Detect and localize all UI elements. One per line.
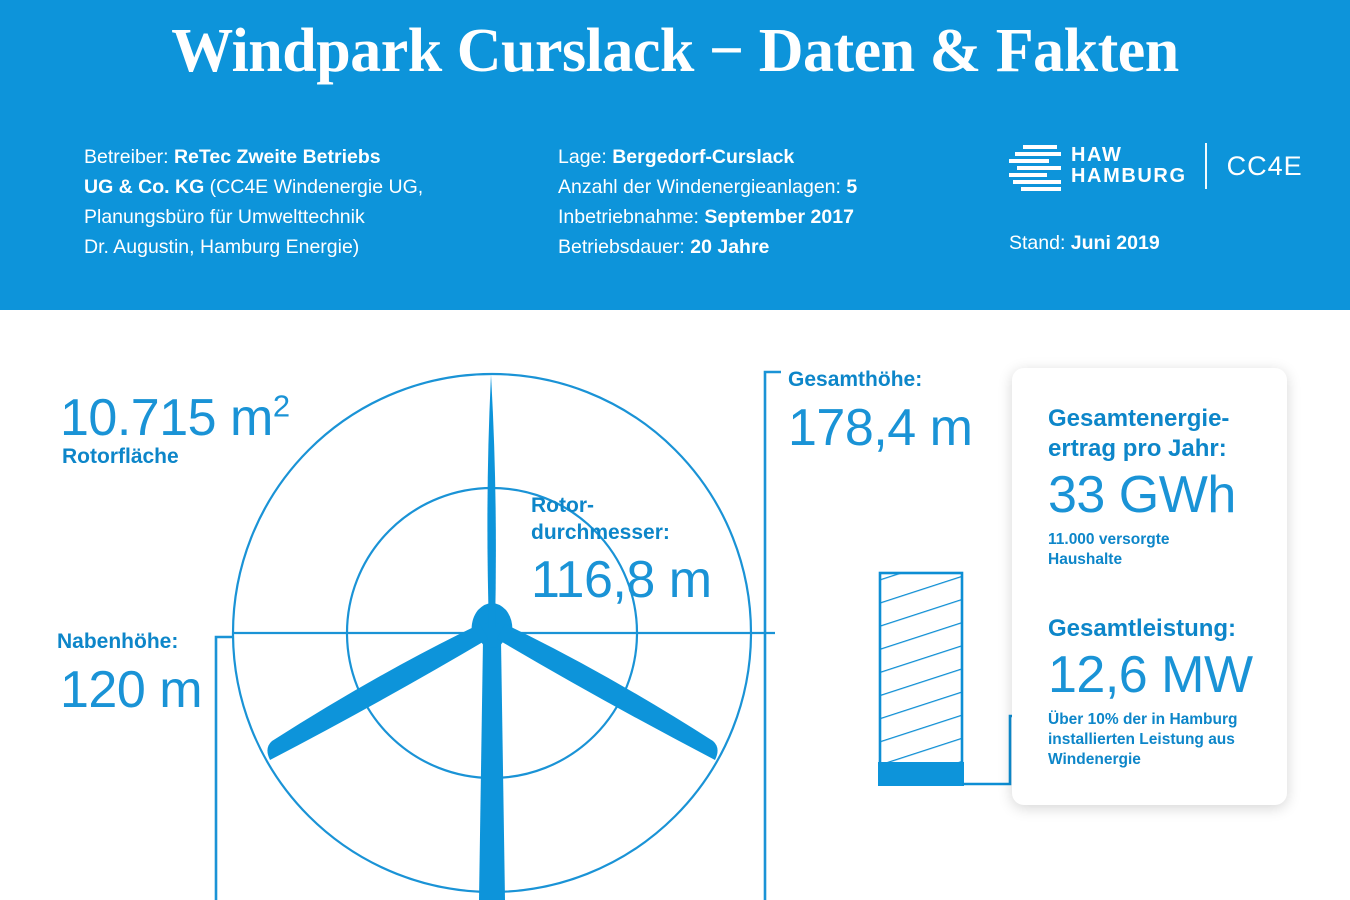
wind-turbine-icon xyxy=(267,375,718,900)
header-operator-column: Betreiber: ReTec Zweite Betriebs UG & Co… xyxy=(84,142,504,262)
operator-line-3: Planungsbüro für Umwelttechnik xyxy=(84,206,365,228)
cc4e-wordmark: CC4E xyxy=(1226,150,1303,181)
rotordurchmesser-caption-line2: durchmesser: xyxy=(531,521,670,544)
summary-card: Gesamtenergie- ertrag pro Jahr: 33 GWh 1… xyxy=(1012,368,1287,805)
operator-line-1: Betreiber: ReTec Zweite Betriebs xyxy=(84,142,504,172)
stand-value: Juni 2019 xyxy=(1070,232,1160,254)
page-title: Windpark Curslack − Daten & Fakten xyxy=(171,17,1179,85)
operator-line-2: UG & Co. KG (CC4E Windenergie UG, xyxy=(84,172,504,202)
rotordurchmesser-caption: Rotor- durchmesser: xyxy=(531,492,670,546)
hatched-share-bar-icon xyxy=(878,571,1060,786)
anzahl-value: 5 xyxy=(846,176,858,198)
stand-date: Stand: Juni 2019 xyxy=(1009,232,1160,255)
energy-heading-line2: ertrag pro Jahr: xyxy=(1048,435,1227,462)
energy-heading-line1: Gesamtenergie- xyxy=(1048,405,1230,432)
energy-note-line1: 11.000 versorgte xyxy=(1048,531,1170,548)
betriebsdauer-value: 20 Jahre xyxy=(690,236,770,258)
power-note-line3: Windenergie xyxy=(1048,751,1141,768)
haw-wordmark-line2: HAMBURG xyxy=(1071,165,1187,187)
energy-note: 11.000 versorgte Haushalte xyxy=(1048,530,1269,570)
rotorflaeche-value: 10.715 m2 xyxy=(60,388,290,448)
share-bar-outline xyxy=(878,571,964,785)
summary-card-content: Gesamtenergie- ertrag pro Jahr: 33 GWh 1… xyxy=(1048,404,1269,770)
anzahl-label: Anzahl der Windenergieanlagen: xyxy=(558,176,847,198)
operator-value-part2: UG & Co. KG xyxy=(84,176,205,198)
turbine-hub xyxy=(479,622,505,648)
fact-lage: Lage: Bergedorf-Curslack xyxy=(558,142,978,172)
power-note-line1: Über 10% der in Hamburg xyxy=(1048,711,1238,728)
betriebsdauer-label: Betriebsdauer: xyxy=(558,236,691,258)
fact-anzahl: Anzahl der Windenergieanlagen: 5 xyxy=(558,172,978,202)
haw-wordmark: HAW HAMBURG xyxy=(1071,145,1187,187)
power-note: Über 10% der in Hamburg installierten Le… xyxy=(1048,710,1269,770)
nabenhoehe-caption: Nabenhöhe: xyxy=(57,630,179,653)
header-banner: Windpark Curslack − Daten & Fakten Betre… xyxy=(0,0,1350,310)
haw-hamburg-logo: HAW HAMBURG CC4E xyxy=(1009,143,1303,191)
turbine-tower xyxy=(479,640,505,900)
power-heading: Gesamtleistung: xyxy=(1048,615,1237,642)
operator-line-4: Dr. Augustin, Hamburg Energie) xyxy=(84,236,360,258)
share-bar-filled-portion xyxy=(878,762,964,786)
operator-label: Betreiber: xyxy=(84,146,174,168)
operator-value-part1: ReTec Zweite Betriebs xyxy=(173,146,381,168)
inbetriebnahme-value: September 2017 xyxy=(704,206,854,228)
power-block: Gesamtleistung: 12,6 MW Über 10% der in … xyxy=(1048,614,1269,770)
haw-wordmark-line1: HAW xyxy=(1071,144,1123,166)
lage-label: Lage: xyxy=(558,146,613,168)
turbine-blade-lower-right xyxy=(497,624,718,760)
turbine-blade-up xyxy=(487,375,496,628)
rotorflaeche-caption: Rotorfläche xyxy=(62,445,179,468)
stand-label: Stand: xyxy=(1009,232,1071,254)
nabenhoehe-bracket xyxy=(214,635,232,900)
fact-betriebsdauer: Betriebsdauer: 20 Jahre xyxy=(558,232,978,262)
power-value: 12,6 MW xyxy=(1048,646,1253,704)
gesamthoehe-caption: Gesamthöhe: xyxy=(788,368,923,391)
inbetriebnahme-label: Inbetriebnahme: xyxy=(558,206,705,228)
energy-value: 33 GWh xyxy=(1048,466,1236,524)
haw-bars-icon xyxy=(1009,144,1061,191)
rotordurchmesser-caption-line1: Rotor- xyxy=(531,494,594,517)
logo-divider xyxy=(1204,143,1207,189)
energy-heading: Gesamtenergie- ertrag pro Jahr: xyxy=(1048,404,1269,464)
rotordurchmesser-value: 116,8 m xyxy=(531,551,712,609)
gesamthoehe-value: 178,4 m xyxy=(788,399,973,457)
fact-inbetriebnahme: Inbetriebnahme: September 2017 xyxy=(558,202,978,232)
diagram-artwork xyxy=(214,370,1060,900)
power-note-line2: installierten Leistung aus xyxy=(1048,731,1235,748)
lage-value: Bergedorf-Curslack xyxy=(612,146,795,168)
rotorflaeche-number: 10.715 m xyxy=(60,389,273,447)
operator-value-part3: (CC4E Windenergie UG, xyxy=(204,176,424,198)
turbine-diagram: 10.715 m2 Rotorfläche Nabenhöhe: 120 m R… xyxy=(0,310,1350,900)
rotorflaeche-superscript: 2 xyxy=(272,388,290,424)
nabenhoehe-value: 120 m xyxy=(60,661,203,719)
energy-note-line2: Haushalte xyxy=(1048,551,1123,568)
header-facts-column: Lage: Bergedorf-Curslack Anzahl der Wind… xyxy=(558,142,978,262)
turbine-blade-lower-left xyxy=(267,624,488,760)
gesamthoehe-bracket xyxy=(763,370,781,900)
